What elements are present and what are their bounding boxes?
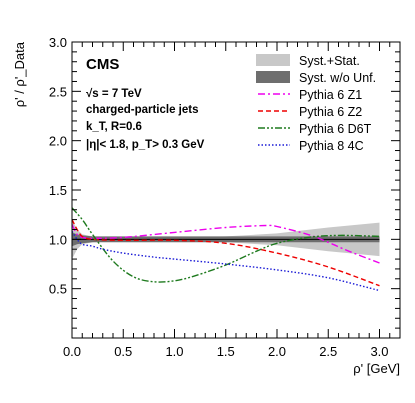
legend-label-pythia-8-4c: Pythia 8 4C — [299, 139, 364, 153]
x-tick-label: 2.0 — [268, 344, 286, 359]
x-tick-label: 1.5 — [217, 344, 235, 359]
series-line-pythia-6-z1 — [71, 224, 380, 264]
y-axis-label: ρ' / ρ'_Data — [12, 41, 27, 107]
legend-label-pythia-6-z1: Pythia 6 Z1 — [299, 88, 362, 102]
x-tick-label: 2.5 — [319, 344, 337, 359]
experiment-label: CMS — [86, 56, 119, 73]
x-tick-label: 3.0 — [370, 344, 388, 359]
legend-swatch-syst-w-o-unf — [256, 71, 290, 83]
x-tick-label: 1.0 — [165, 344, 183, 359]
annotation-line: charged-particle jets — [86, 104, 198, 116]
annotation-line: √s = 7 TeV — [86, 87, 142, 100]
x-axis-label: ρ' [GeV] — [353, 361, 400, 376]
series-line-pythia-6-z2 — [71, 219, 380, 287]
annotation-block: CMS √s = 7 TeV charged-particle jets k_T, R… — [86, 56, 205, 151]
x-tick-label: 0.0 — [63, 344, 81, 359]
plot-frame — [71, 41, 401, 339]
annotation-line: k_T, R=0.6 — [86, 121, 142, 133]
model-curves — [71, 207, 380, 292]
legend-label-syst-stat: Syst.+Stat. — [299, 54, 360, 68]
legend-label-pythia-6-d6t: Pythia 6 D6T — [299, 122, 372, 136]
y-tick-label: 0.5 — [49, 282, 67, 297]
y-tick-label: 1.5 — [49, 183, 67, 198]
legend-label-pythia-6-z2: Pythia 6 Z2 — [299, 105, 362, 119]
series-line-pythia-8-4c — [71, 231, 380, 292]
y-tick-label: 3.0 — [49, 35, 67, 50]
legend: Syst.+Stat. Syst. w/o Unf. Pythia 6 Z1 Pyth… — [256, 54, 376, 153]
y-tick-label: 2.0 — [49, 134, 67, 149]
y-tick-label: 2.5 — [49, 84, 67, 99]
legend-swatch-syst-stat — [256, 54, 290, 66]
axis-ticks: 0.0 0.5 1.0 1.5 2.0 2.5 3.0 0.5 1.0 1.5 2.0 2.5 3.0 — [49, 35, 401, 359]
series-line-pythia-6-d6t — [71, 207, 380, 283]
x-tick-label: 0.5 — [114, 344, 132, 359]
legend-label-syst-w-o-unf: Syst. w/o Unf. — [299, 71, 376, 85]
annotation-line: |η|< 1.8, p_T> 0.3 GeV — [86, 139, 205, 151]
y-tick-label: 1.0 — [49, 232, 67, 247]
